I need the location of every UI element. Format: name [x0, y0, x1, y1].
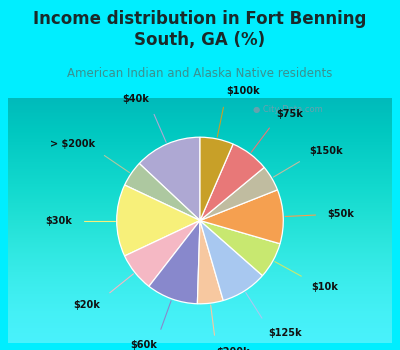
Text: $40k: $40k — [122, 93, 150, 104]
Text: $200k: $200k — [216, 347, 250, 350]
Wedge shape — [200, 167, 278, 220]
Wedge shape — [200, 137, 233, 220]
Text: $75k: $75k — [276, 108, 303, 119]
Text: > $200k: > $200k — [50, 139, 95, 149]
Wedge shape — [197, 220, 223, 304]
Wedge shape — [139, 137, 200, 220]
Text: Income distribution in Fort Benning
South, GA (%): Income distribution in Fort Benning Sout… — [33, 10, 367, 49]
Wedge shape — [200, 144, 264, 220]
Text: $150k: $150k — [310, 146, 343, 156]
Wedge shape — [200, 190, 283, 244]
Text: $20k: $20k — [74, 300, 100, 310]
Wedge shape — [125, 220, 200, 286]
Text: $50k: $50k — [327, 210, 354, 219]
Wedge shape — [117, 185, 200, 256]
Text: American Indian and Alaska Native residents: American Indian and Alaska Native reside… — [67, 67, 333, 80]
Text: $60k: $60k — [130, 340, 157, 350]
Wedge shape — [200, 220, 280, 275]
Wedge shape — [125, 163, 200, 220]
Text: $10k: $10k — [312, 282, 338, 292]
Text: $30k: $30k — [46, 216, 73, 225]
Text: ● City-Data.com: ● City-Data.com — [254, 105, 323, 114]
Wedge shape — [149, 220, 200, 304]
Wedge shape — [200, 220, 262, 301]
Text: $100k: $100k — [226, 86, 260, 96]
Text: $125k: $125k — [268, 328, 302, 338]
